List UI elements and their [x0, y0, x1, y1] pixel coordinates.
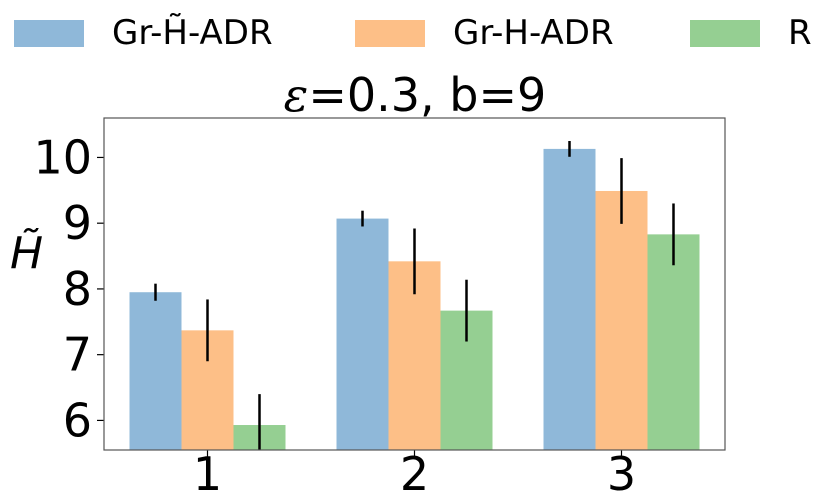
- y-tick-label-8: 8: [63, 262, 92, 316]
- legend-label-series-3: R: [788, 13, 812, 53]
- y-tick-label-7: 7: [63, 328, 92, 382]
- legend-swatch-series-1: [14, 19, 84, 47]
- bar-1-3: [543, 148, 596, 450]
- legend: Gr-H̃-ADR Gr-H-ADR R: [0, 8, 830, 58]
- legend-item-series-1: Gr-H̃-ADR: [14, 8, 273, 58]
- title-text: =0.3, b=9: [308, 68, 547, 122]
- bar-1-1: [129, 292, 182, 450]
- bar-3-3: [647, 234, 700, 450]
- y-tick-label-10: 10: [33, 130, 92, 184]
- legend-item-series-3: R: [690, 8, 812, 58]
- legend-label-series-2: Gr-H-ADR: [453, 13, 614, 53]
- bar-2-3: [595, 190, 648, 451]
- x-tick-label-3: 3: [607, 447, 636, 497]
- y-tick-label-9: 9: [63, 196, 92, 250]
- legend-swatch-series-2: [355, 19, 425, 47]
- x-tick-label-1: 1: [193, 447, 222, 497]
- legend-item-series-2: Gr-H-ADR: [355, 8, 614, 58]
- plot-frame: [103, 117, 726, 451]
- title-epsilon: ε: [283, 68, 309, 122]
- y-axis-label: H̃: [10, 228, 44, 279]
- legend-label-series-1: Gr-H̃-ADR: [112, 13, 273, 53]
- legend-swatch-series-3: [690, 19, 760, 47]
- bar-1-2: [336, 218, 389, 450]
- chart-title: ε=0.3, b=9: [0, 68, 830, 122]
- y-tick-label-6: 6: [63, 393, 92, 447]
- x-tick-label-2: 2: [400, 447, 429, 497]
